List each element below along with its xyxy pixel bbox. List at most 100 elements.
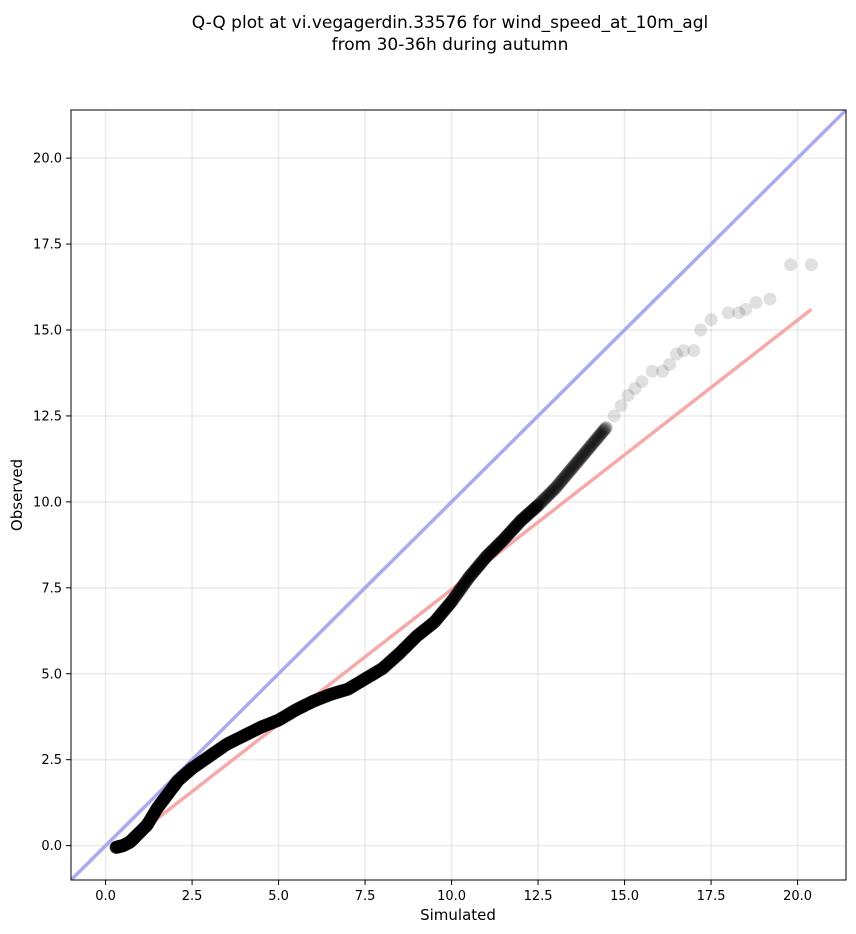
data-point xyxy=(579,444,593,458)
data-point xyxy=(550,480,564,494)
data-point xyxy=(447,591,461,605)
data-point xyxy=(480,549,494,563)
x-axis-label: Simulated xyxy=(420,906,496,924)
y-tick-label: 15.0 xyxy=(33,324,62,339)
x-tick-label: 15.0 xyxy=(610,889,639,904)
data-point xyxy=(526,503,540,517)
data-point xyxy=(515,513,529,527)
data-point xyxy=(488,541,502,555)
x-tick-label: 0.0 xyxy=(95,889,116,904)
data-point xyxy=(576,449,590,463)
data-point xyxy=(569,456,583,470)
data-point xyxy=(540,490,554,504)
data-point xyxy=(450,588,464,602)
data-point xyxy=(589,433,603,447)
data-point xyxy=(545,485,559,499)
data-point xyxy=(469,562,483,576)
data-point xyxy=(749,296,763,309)
data-point xyxy=(594,427,608,441)
data-point xyxy=(621,388,635,402)
data-point xyxy=(567,459,581,473)
data-point xyxy=(506,522,520,536)
data-point xyxy=(532,497,546,511)
y-tick-label: 7.5 xyxy=(41,581,62,596)
data-point xyxy=(496,533,510,547)
data-point xyxy=(479,550,493,564)
axis-ticks: 0.0 2.5 5.0 7.5 10.0 12.5 15.0 17.5 20.0 0.0 2.5 5.… xyxy=(33,152,812,904)
data-point xyxy=(513,515,527,529)
data-point xyxy=(566,461,580,474)
data-point xyxy=(584,438,598,452)
data-point xyxy=(477,553,491,567)
data-point xyxy=(635,375,649,389)
data-point xyxy=(521,507,535,521)
data-point xyxy=(508,521,522,535)
data-point xyxy=(472,559,486,573)
data-point xyxy=(466,566,480,580)
data-point xyxy=(478,551,492,565)
data-point xyxy=(599,421,613,435)
data-point xyxy=(458,576,472,590)
data-point xyxy=(558,469,572,483)
data-point xyxy=(628,381,642,395)
y-axis-label: Observed xyxy=(8,459,26,531)
data-point xyxy=(721,306,735,320)
data-point xyxy=(607,409,621,423)
data-point xyxy=(503,526,517,540)
data-point xyxy=(656,364,670,378)
chart-title-line1: Q-Q plot at vi.vegagerdin.33576 for wind… xyxy=(192,13,708,33)
reference-lines xyxy=(71,110,846,880)
data-point xyxy=(527,502,541,516)
data-point xyxy=(585,437,599,451)
y-tick-label: 0.0 xyxy=(41,839,62,854)
data-point xyxy=(487,543,501,557)
x-tick-label: 2.5 xyxy=(182,889,203,904)
data-point xyxy=(471,560,485,574)
data-point xyxy=(645,364,659,378)
x-tick-label: 20.0 xyxy=(783,889,812,904)
data-point xyxy=(462,571,476,584)
data-point xyxy=(468,563,482,577)
data-point xyxy=(541,488,555,502)
data-point xyxy=(595,425,609,439)
data-point xyxy=(557,471,571,485)
data-point xyxy=(555,474,569,488)
chart-title-line2: from 30-36h during autumn xyxy=(332,35,569,55)
data-point xyxy=(568,458,582,472)
data-point xyxy=(577,447,591,461)
data-point xyxy=(525,504,539,518)
data-point xyxy=(669,347,683,361)
identity-line xyxy=(71,110,846,880)
data-point xyxy=(482,547,496,561)
data-point xyxy=(457,577,471,591)
y-tick-label: 2.5 xyxy=(41,753,62,768)
data-point xyxy=(490,539,504,553)
data-point xyxy=(784,258,798,272)
x-tick-label: 17.5 xyxy=(697,889,726,904)
data-point xyxy=(474,556,488,570)
data-point xyxy=(493,536,507,550)
data-point xyxy=(535,495,549,509)
data-point xyxy=(543,486,557,500)
data-point xyxy=(739,302,753,316)
data-point xyxy=(504,525,518,539)
data-point xyxy=(464,568,478,582)
data-point xyxy=(452,584,466,598)
data-point xyxy=(587,435,601,449)
data-point xyxy=(446,593,460,607)
data-point xyxy=(483,546,497,560)
data-point xyxy=(559,468,573,482)
data-point xyxy=(451,586,465,600)
data-point xyxy=(561,466,575,480)
data-point xyxy=(509,519,523,533)
data-point xyxy=(475,554,489,568)
data-point xyxy=(463,569,477,583)
data-point xyxy=(542,487,556,501)
data-point xyxy=(763,292,777,306)
x-tick-label: 7.5 xyxy=(355,889,376,904)
data-point xyxy=(564,462,578,476)
data-point xyxy=(537,492,551,506)
data-point xyxy=(519,509,533,523)
data-point xyxy=(732,306,746,320)
data-point xyxy=(562,465,576,479)
